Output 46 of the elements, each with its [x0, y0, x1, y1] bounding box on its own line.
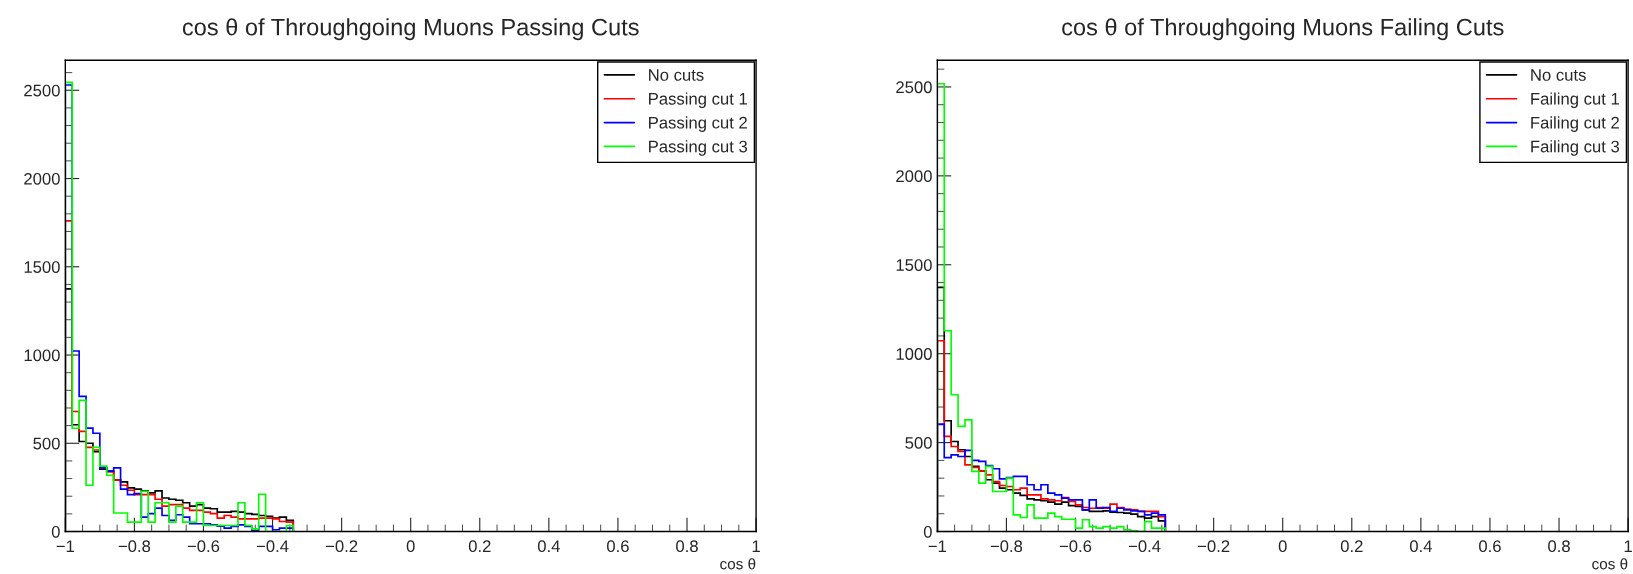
x-tick-label: −0.4 — [1128, 540, 1161, 553]
x-tick-label: −0.6 — [187, 540, 220, 553]
x-tick-label: −0.8 — [990, 540, 1023, 553]
x-tick-label: 0.8 — [676, 540, 698, 553]
x-tick-label: 0 — [406, 540, 415, 553]
x-tick-label: −0.2 — [1198, 540, 1230, 553]
x-tick-label: 0 — [1278, 540, 1287, 553]
legend-label: Failing cut 1 — [1531, 92, 1619, 109]
y-tick-label: 2000 — [896, 170, 932, 183]
x-axis-title: cos θ — [1592, 558, 1628, 570]
x-tick-label: 0.6 — [606, 540, 629, 553]
x-tick-label: −0.6 — [1059, 540, 1092, 553]
legend-label: No cuts — [1531, 69, 1586, 81]
x-tick-label: −0.2 — [326, 540, 358, 553]
x-tick-label: 0.2 — [468, 540, 491, 553]
x-tick-label: −0.4 — [256, 540, 289, 553]
legend-label: Failing cut 2 — [1531, 116, 1619, 132]
y-tick-label: 500 — [33, 437, 60, 450]
x-tick-label: 0.6 — [1479, 540, 1501, 553]
y-tick-label: 2500 — [896, 81, 932, 94]
y-tick-label: 2500 — [24, 84, 60, 97]
x-tick-label: 0.4 — [1409, 540, 1432, 553]
x-tick-label: −1 — [56, 540, 75, 552]
y-tick-label: 0 — [923, 525, 932, 538]
y-tick-label: 1000 — [24, 349, 60, 362]
x-tick-label: 0.4 — [537, 540, 560, 553]
legend-label: Passing cut 1 — [649, 92, 747, 109]
x-tick-label: −1 — [928, 540, 947, 552]
y-tick-label: 2000 — [24, 172, 60, 185]
x-axis-title: cos θ — [720, 558, 756, 570]
x-tick-label: 1 — [752, 540, 760, 552]
legend-label: No cuts — [649, 69, 704, 81]
y-tick-label: 1500 — [896, 259, 932, 271]
y-tick-label: 0 — [51, 525, 60, 538]
y-tick-label: 500 — [905, 437, 932, 449]
y-tick-label: 1000 — [896, 348, 932, 360]
x-tick-label: −0.8 — [118, 540, 151, 553]
x-tick-label: 1 — [1624, 540, 1632, 552]
x-tick-label: 0.8 — [1548, 540, 1570, 553]
chart-title: cos θ of Throughgoing Muons Failing Cuts — [1062, 18, 1504, 41]
legend-label: Passing cut 3 — [649, 140, 748, 156]
legend-label: Failing cut 3 — [1531, 140, 1620, 156]
legend-label: Passing cut 2 — [649, 116, 747, 132]
x-tick-label: 0.2 — [1340, 540, 1363, 553]
y-tick-label: 1500 — [24, 261, 60, 273]
chart-title: cos θ of Throughgoing Muons Passing Cuts — [182, 18, 639, 41]
